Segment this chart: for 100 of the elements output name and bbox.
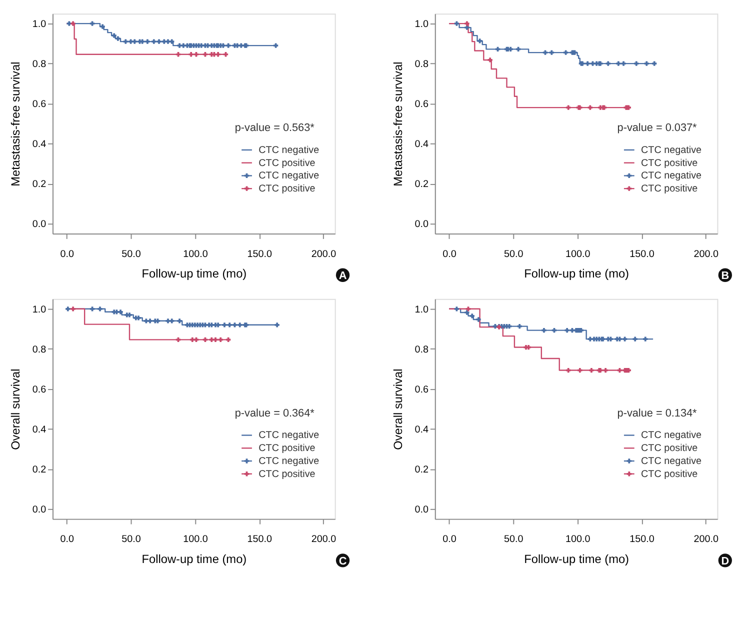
point <box>166 318 170 324</box>
y-axis-title: Overall survival <box>390 368 405 450</box>
annotation: p-value = 0.563* <box>234 122 316 134</box>
point <box>202 52 208 57</box>
point <box>621 61 626 66</box>
y-tick-label: 0.4 <box>414 139 429 150</box>
y-tick-label: 0.4 <box>32 424 47 436</box>
y-tick-label: 0.6 <box>414 384 429 396</box>
y-tick-label: 0.4 <box>32 139 47 150</box>
x-tick-label: 200.0 <box>694 534 720 546</box>
legend-label: CTC positive <box>641 443 698 454</box>
point <box>652 61 657 66</box>
point <box>127 312 132 318</box>
point <box>542 328 546 333</box>
x-tick-label: 50.0 <box>122 534 142 546</box>
point <box>507 324 512 329</box>
legend-label: CTC positive <box>641 158 698 169</box>
text: C <box>338 555 347 568</box>
y-tick-label: 0.6 <box>32 384 47 396</box>
legend-label: CTC negative <box>641 456 702 467</box>
x-axis-title: Follow-up time (mo) <box>142 266 247 281</box>
x-tick-label: 150.0 <box>247 534 272 546</box>
point <box>549 50 554 55</box>
y-tick-label: 1.0 <box>32 304 47 316</box>
y-tick-label: 0.6 <box>32 99 47 110</box>
point <box>476 317 481 322</box>
point <box>517 324 522 329</box>
point <box>136 316 141 320</box>
legend-label: CTC negative <box>258 144 320 156</box>
point <box>644 61 649 66</box>
y-tick-label: 0.2 <box>32 464 46 476</box>
y-tick-label: 0.0 <box>414 218 429 230</box>
point <box>116 36 120 41</box>
point <box>454 21 460 26</box>
point <box>98 306 102 312</box>
point <box>70 306 76 312</box>
annotation: p-value = 0.364* <box>234 407 316 420</box>
point <box>273 43 278 48</box>
y-tick-label: 0.2 <box>32 179 46 190</box>
x-tick-label: 100.0 <box>183 248 208 260</box>
annotation: p-value = 0.134* <box>617 407 698 420</box>
point <box>100 24 105 29</box>
point <box>477 38 482 44</box>
y-tick-label: 0.8 <box>32 59 47 70</box>
point <box>526 344 531 350</box>
point <box>177 318 182 324</box>
text: A <box>338 270 347 282</box>
x-tick-label: 0.0 <box>442 534 457 546</box>
y-tick-label: 0.0 <box>32 218 47 230</box>
point <box>585 61 590 66</box>
point <box>152 39 156 44</box>
x-tick-label: 50.0 <box>504 534 524 546</box>
point <box>542 50 548 55</box>
point <box>213 337 218 342</box>
point <box>464 310 470 315</box>
point <box>464 21 470 26</box>
point <box>226 43 231 48</box>
legend-label: CTC negative <box>641 430 702 442</box>
point <box>466 306 471 312</box>
y-axis-title: Overall survival <box>8 368 22 450</box>
point <box>454 306 460 312</box>
point <box>148 318 152 324</box>
x-tick-label: 150.0 <box>630 534 655 546</box>
point <box>470 314 474 318</box>
y-tick-label: 0.2 <box>414 464 428 476</box>
point <box>643 336 648 342</box>
x-axis-title: Follow-up time (mo) <box>142 552 247 566</box>
point <box>132 39 137 44</box>
x-tick-label: 0.0 <box>60 534 74 546</box>
x-tick-label: 0.0 <box>442 248 457 260</box>
point <box>166 39 170 44</box>
legend-label: CTC negative <box>641 144 702 156</box>
point <box>145 39 150 44</box>
y-tick-label: 0.8 <box>414 59 429 70</box>
point <box>90 21 95 26</box>
point <box>176 52 181 57</box>
y-tick-label: 0.0 <box>414 504 429 516</box>
point <box>112 33 116 38</box>
legend-label: CTC positive <box>258 468 316 480</box>
y-tick-label: 0.8 <box>414 344 429 356</box>
point <box>218 337 223 342</box>
x-axis-title: Follow-up time (mo) <box>524 552 630 566</box>
x-tick-label: 200.0 <box>311 248 337 260</box>
point <box>227 322 232 328</box>
point <box>588 105 592 110</box>
y-axis-title: Metastasis-free survival <box>390 62 405 186</box>
point <box>194 52 199 57</box>
x-tick-label: 0.0 <box>60 248 74 260</box>
legend-label: CTC negative <box>258 170 320 182</box>
point <box>634 61 639 66</box>
legend-label: CTC positive <box>258 443 316 454</box>
legend-label: CTC positive <box>258 184 316 195</box>
x-tick-label: 50.0 <box>504 248 524 260</box>
annotation: p-value = 0.037* <box>617 122 698 134</box>
point <box>170 318 174 324</box>
y-tick-label: 0.6 <box>414 99 429 110</box>
y-tick-label: 0.4 <box>414 424 429 436</box>
point <box>181 43 186 48</box>
point <box>274 322 280 328</box>
y-tick-label: 0.0 <box>32 504 47 516</box>
